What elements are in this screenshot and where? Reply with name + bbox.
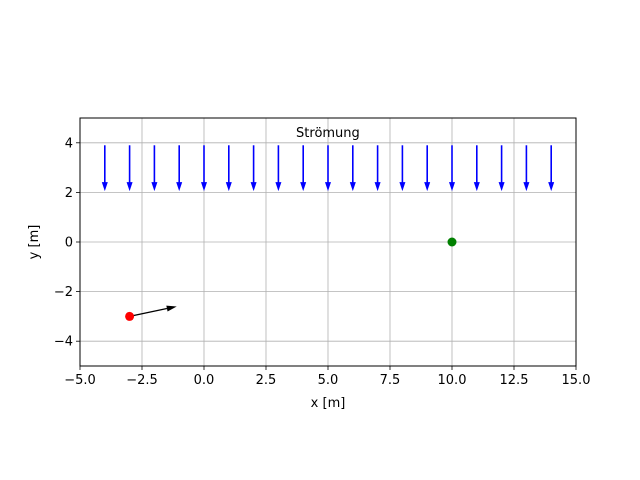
y-tick-label: −4 <box>54 335 73 350</box>
y-axis-label: y [m] <box>27 225 42 260</box>
data-point <box>125 311 135 321</box>
y-tick-label: −2 <box>54 285 73 300</box>
flow-arrow <box>151 145 158 192</box>
flow-arrow <box>374 145 381 192</box>
flow-arrow-head <box>473 182 480 192</box>
flow-arrow-head <box>424 182 431 192</box>
flow-arrow <box>548 145 555 192</box>
flow-arrows <box>101 145 555 192</box>
flow-arrow-head <box>449 182 455 192</box>
flow-arrow <box>275 145 282 192</box>
x-tick-label: 5.0 <box>318 373 339 388</box>
flow-annotation: Strömung <box>296 126 360 141</box>
x-tick-label: −2.5 <box>126 373 158 388</box>
x-tick-label: −5.0 <box>64 373 96 388</box>
velocity-arrow-shaft <box>129 307 168 318</box>
flow-arrow-head <box>349 182 356 192</box>
x-tick-label: 15.0 <box>562 373 591 388</box>
velocity-arrow-head <box>166 305 177 312</box>
flow-arrow-head <box>548 182 555 192</box>
x-tick-label: 10.0 <box>438 373 467 388</box>
x-tick-label: 7.5 <box>380 373 401 388</box>
flow-arrow <box>473 145 480 192</box>
x-tick-label: 2.5 <box>256 373 277 388</box>
flow-arrow <box>300 145 307 192</box>
flow-arrow <box>250 145 257 192</box>
y-tick-label: 2 <box>65 186 73 201</box>
y-tick-label: 0 <box>65 236 73 251</box>
flow-arrow-head <box>325 182 331 192</box>
flow-arrow <box>225 145 232 192</box>
y-tick-label: 4 <box>65 136 73 151</box>
flow-arrow-head <box>225 182 232 192</box>
velocity-arrow-layer <box>129 305 177 318</box>
flow-arrow-head <box>374 182 381 192</box>
flow-arrow <box>176 145 183 192</box>
flow-arrow <box>101 145 108 192</box>
flow-arrow-head <box>275 182 282 192</box>
flow-arrow-head <box>300 182 307 192</box>
points <box>125 237 457 321</box>
flow-arrow <box>325 145 331 192</box>
flow-arrow <box>349 145 356 192</box>
flow-arrow-head <box>201 182 207 192</box>
flow-arrow <box>126 145 133 192</box>
flow-arrow <box>201 145 207 192</box>
flow-arrow-head <box>250 182 257 192</box>
flow-arrow-head <box>151 182 158 192</box>
x-tick-label: 12.5 <box>500 373 529 388</box>
flow-arrow <box>523 145 530 192</box>
ticks: −5.0 −2.5 0.0 2.5 5.0 7.5 10.0 12.5 15.0 −4 −2 0 2 4 <box>54 136 591 388</box>
flow-arrow-head <box>523 182 530 192</box>
flow-arrow <box>498 145 505 192</box>
x-axis-label: x [m] <box>311 396 346 411</box>
flow-arrow-head <box>101 182 108 192</box>
grid <box>79 118 577 366</box>
flow-arrow <box>449 145 455 192</box>
data-point <box>447 237 457 247</box>
flow-arrow-head <box>399 182 406 192</box>
flow-arrow <box>399 145 406 192</box>
flow-arrow-head <box>126 182 133 192</box>
flow-arrow-head <box>498 182 505 192</box>
flow-arrow-head <box>176 182 183 192</box>
x-tick-label: 0.0 <box>194 373 215 388</box>
flow-arrow <box>424 145 431 192</box>
